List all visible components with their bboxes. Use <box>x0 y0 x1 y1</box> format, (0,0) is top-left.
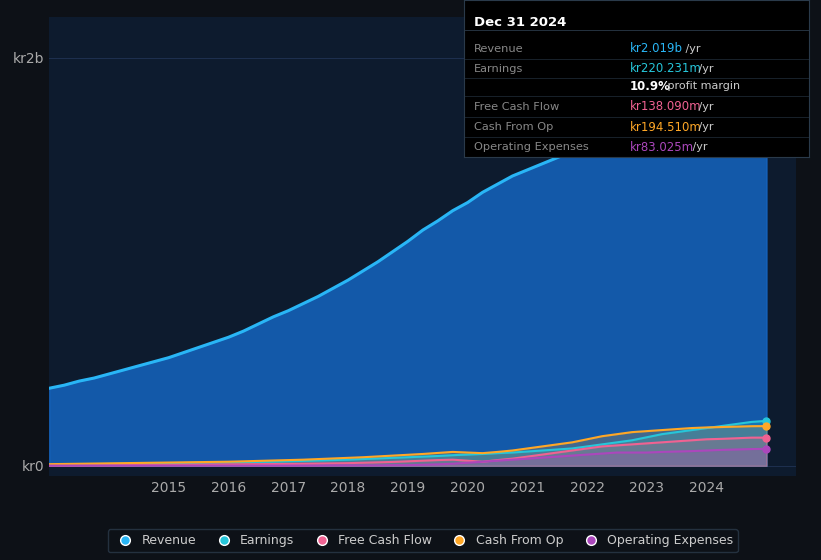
Text: profit margin: profit margin <box>664 81 740 91</box>
Text: kr194.510m: kr194.510m <box>630 120 701 133</box>
Text: /yr: /yr <box>695 101 713 111</box>
Text: kr220.231m: kr220.231m <box>630 63 701 76</box>
Text: Free Cash Flow: Free Cash Flow <box>475 101 559 111</box>
Legend: Revenue, Earnings, Free Cash Flow, Cash From Op, Operating Expenses: Revenue, Earnings, Free Cash Flow, Cash … <box>108 529 738 552</box>
Text: /yr: /yr <box>682 44 701 54</box>
Text: Operating Expenses: Operating Expenses <box>475 142 589 152</box>
Text: Cash From Op: Cash From Op <box>475 122 553 132</box>
Text: /yr: /yr <box>695 122 713 132</box>
Text: Revenue: Revenue <box>475 44 524 54</box>
Text: kr83.025m: kr83.025m <box>630 141 694 154</box>
Text: Earnings: Earnings <box>475 64 524 74</box>
Text: 10.9%: 10.9% <box>630 80 670 93</box>
Text: /yr: /yr <box>695 64 713 74</box>
Text: kr138.090m: kr138.090m <box>630 100 701 113</box>
Text: Dec 31 2024: Dec 31 2024 <box>475 16 566 29</box>
Text: /yr: /yr <box>689 142 707 152</box>
Text: kr2.019b: kr2.019b <box>630 42 682 55</box>
